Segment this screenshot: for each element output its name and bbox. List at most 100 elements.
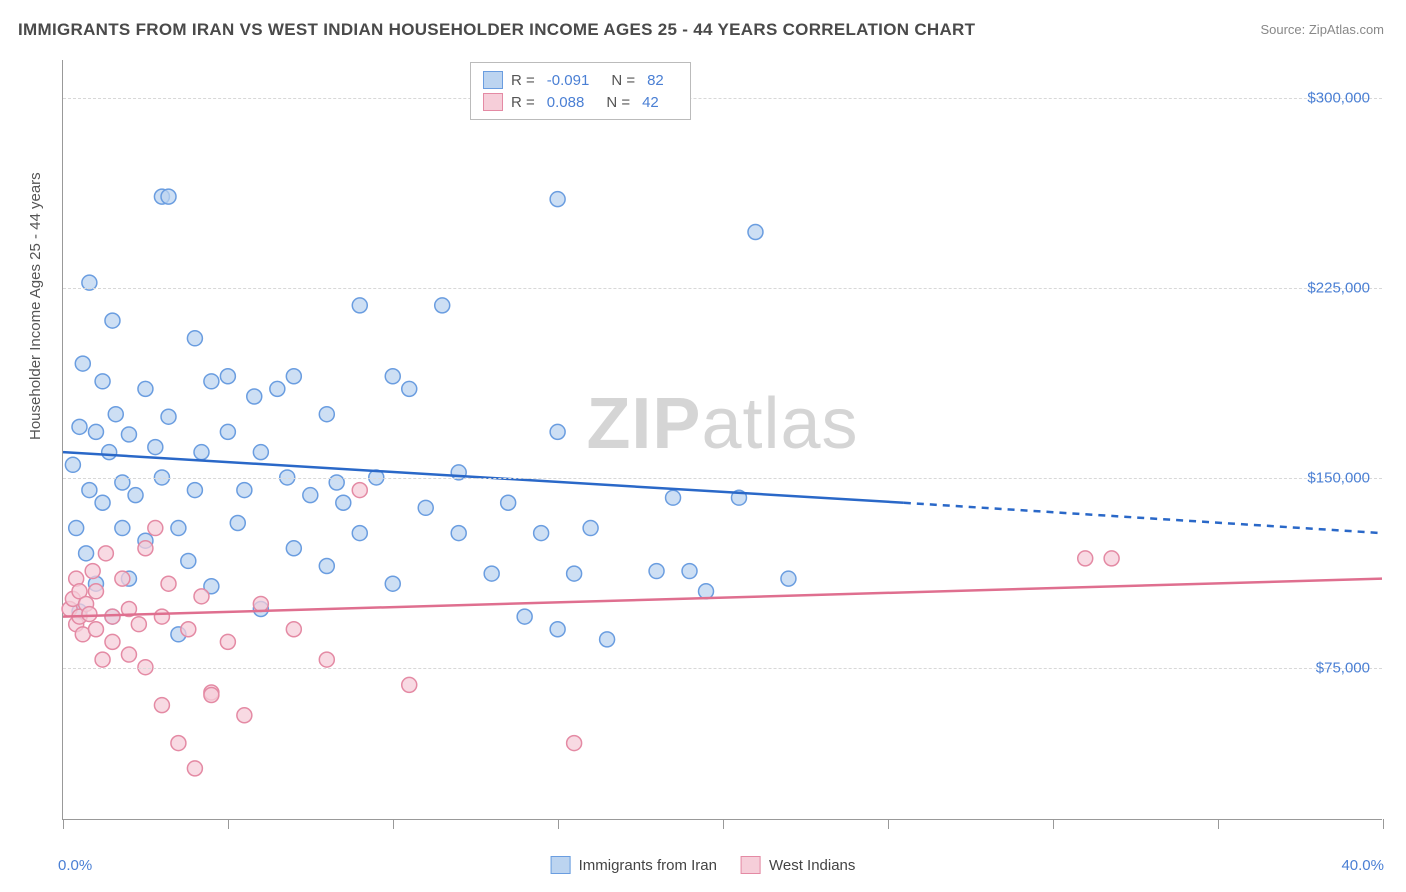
gridline <box>63 668 1382 669</box>
data-point <box>82 483 97 498</box>
data-point <box>131 617 146 632</box>
data-point <box>550 622 565 637</box>
data-point <box>128 488 143 503</box>
series-legend: Immigrants from Iran West Indians <box>551 856 856 874</box>
data-point <box>748 225 763 240</box>
data-point <box>85 564 100 579</box>
data-point <box>95 495 110 510</box>
r-value: 0.088 <box>547 94 585 111</box>
data-point <box>148 440 163 455</box>
data-point <box>649 564 664 579</box>
trend-line-extrapolated <box>904 503 1382 533</box>
data-point <box>286 541 301 556</box>
y-tick-label: $150,000 <box>1307 470 1370 487</box>
data-point <box>154 698 169 713</box>
data-point <box>319 652 334 667</box>
data-point <box>187 761 202 776</box>
data-point <box>65 457 80 472</box>
data-point <box>253 596 268 611</box>
data-point <box>583 521 598 536</box>
y-tick-label: $225,000 <box>1307 280 1370 297</box>
data-point <box>115 521 130 536</box>
x-tick <box>888 819 889 829</box>
data-point <box>336 495 351 510</box>
n-value: 42 <box>642 94 659 111</box>
x-axis-min-label: 0.0% <box>58 857 92 874</box>
data-point <box>194 445 209 460</box>
data-point <box>501 495 516 510</box>
x-tick <box>558 819 559 829</box>
swatch-icon <box>551 856 571 874</box>
data-point <box>247 389 262 404</box>
data-point <box>550 192 565 207</box>
x-tick <box>1383 819 1384 829</box>
data-point <box>286 622 301 637</box>
chart-svg <box>63 60 1382 819</box>
gridline <box>63 288 1382 289</box>
data-point <box>108 407 123 422</box>
data-point <box>220 634 235 649</box>
correlation-row-1: R =0.088 N =42 <box>483 91 678 113</box>
data-point <box>781 571 796 586</box>
data-point <box>237 708 252 723</box>
data-point <box>171 736 186 751</box>
data-point <box>161 189 176 204</box>
data-point <box>402 677 417 692</box>
legend-item-0: Immigrants from Iran <box>551 856 717 874</box>
data-point <box>105 609 120 624</box>
data-point <box>1078 551 1093 566</box>
legend-label: West Indians <box>769 857 855 874</box>
data-point <box>98 546 113 561</box>
data-point <box>237 483 252 498</box>
data-point <box>550 424 565 439</box>
data-point <box>517 609 532 624</box>
data-point <box>385 576 400 591</box>
data-point <box>303 488 318 503</box>
plot-area: ZIPatlas $75,000$150,000$225,000$300,000 <box>62 60 1382 820</box>
x-tick <box>1053 819 1054 829</box>
correlation-row-0: R =-0.091 N =82 <box>483 69 678 91</box>
data-point <box>352 483 367 498</box>
data-point <box>105 313 120 328</box>
x-tick <box>228 819 229 829</box>
data-point <box>79 546 94 561</box>
data-point <box>534 526 549 541</box>
data-point <box>286 369 301 384</box>
data-point <box>181 553 196 568</box>
data-point <box>69 521 84 536</box>
x-tick <box>723 819 724 829</box>
data-point <box>352 526 367 541</box>
y-axis-title: Householder Income Ages 25 - 44 years <box>27 172 44 440</box>
y-tick-label: $300,000 <box>1307 90 1370 107</box>
gridline <box>63 98 1382 99</box>
data-point <box>666 490 681 505</box>
data-point <box>88 622 103 637</box>
n-label: N = <box>611 72 635 89</box>
data-point <box>194 589 209 604</box>
data-point <box>138 381 153 396</box>
x-axis-max-label: 40.0% <box>1341 857 1384 874</box>
y-tick-label: $75,000 <box>1316 660 1370 677</box>
x-tick <box>63 819 64 829</box>
data-point <box>319 407 334 422</box>
data-point <box>161 409 176 424</box>
data-point <box>204 688 219 703</box>
data-point <box>102 445 117 460</box>
legend-item-1: West Indians <box>741 856 855 874</box>
data-point <box>567 566 582 581</box>
chart-title: IMMIGRANTS FROM IRAN VS WEST INDIAN HOUS… <box>18 20 975 40</box>
data-point <box>682 564 697 579</box>
data-point <box>451 526 466 541</box>
legend-label: Immigrants from Iran <box>579 857 717 874</box>
data-point <box>204 374 219 389</box>
data-point <box>352 298 367 313</box>
data-point <box>121 427 136 442</box>
data-point <box>230 515 245 530</box>
data-point <box>319 559 334 574</box>
data-point <box>88 424 103 439</box>
n-value: 82 <box>647 72 664 89</box>
data-point <box>187 331 202 346</box>
data-point <box>385 369 400 384</box>
data-point <box>181 622 196 637</box>
data-point <box>253 445 268 460</box>
